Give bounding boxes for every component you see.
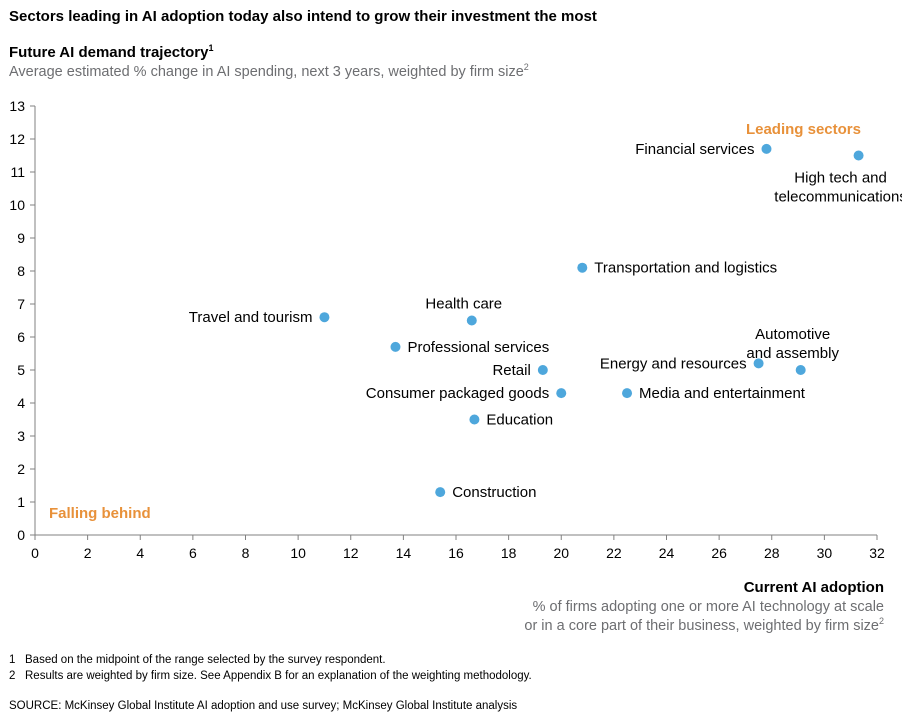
data-point: Travel and tourism [189, 309, 330, 326]
x-tick-label: 14 [396, 545, 412, 561]
y-tick-label: 9 [17, 230, 25, 246]
point-label: Professional services [407, 339, 549, 356]
x-subtitle-line-2: or in a core part of their business, wei… [524, 616, 884, 634]
x-subtitle-footnote-ref: 2 [878, 616, 884, 627]
point-marker [795, 365, 806, 375]
point-label: Financial services [635, 141, 754, 158]
headline: Sectors leading in AI adoption today als… [9, 8, 597, 25]
y-tick-label: 13 [9, 98, 25, 114]
y-title-footnote-ref: 1 [208, 43, 214, 53]
point-label: Energy and resources [600, 355, 747, 372]
x-tick-label: 20 [553, 545, 569, 561]
point-label: telecommunications [774, 189, 902, 206]
x-tick-label: 28 [764, 545, 780, 561]
point-label: Health care [425, 296, 502, 313]
data-point: Energy and resources [600, 355, 764, 372]
data-point: Automotive and assembly [746, 326, 839, 375]
point-marker [435, 487, 446, 498]
point-label: Consumer packaged goods [366, 385, 549, 402]
y-tick-label: 8 [17, 263, 25, 279]
point-marker [853, 150, 864, 161]
x-tick-label: 10 [290, 545, 306, 561]
x-tick-label: 4 [136, 545, 144, 561]
x-tick-label: 18 [501, 545, 517, 561]
footnote-2: 2 Results are weighted by firm size. See … [9, 670, 532, 682]
data-point: Consumer packaged goods [366, 385, 567, 402]
data-point: Financial services [635, 141, 772, 158]
point-label: Education [486, 412, 553, 429]
data-point: Construction [435, 484, 536, 501]
footnotes: 1 Based on the midpoint of the range sele… [9, 652, 532, 684]
x-tick-label: 24 [659, 545, 675, 561]
x-tick-label: 6 [189, 545, 197, 561]
point-marker [469, 414, 480, 425]
y-tick-label: 0 [17, 527, 25, 543]
y-tick-label: 12 [9, 131, 25, 147]
x-tick-label: 22 [606, 545, 622, 561]
point-marker [556, 388, 567, 399]
point-marker [577, 262, 588, 273]
y-subtitle-footnote-ref: 2 [523, 62, 529, 73]
quadrant-annotation: Falling behind [49, 505, 151, 522]
y-tick-label: 10 [9, 197, 25, 213]
footnote-1: 1 Based on the midpoint of the range sele… [9, 654, 386, 666]
x-tick-label: 30 [817, 545, 833, 561]
x-tick-label: 8 [242, 545, 250, 561]
point-label: and assembly [746, 345, 839, 362]
point-marker [466, 315, 477, 326]
x-tick-label: 0 [31, 545, 39, 561]
point-marker [761, 143, 772, 154]
quadrant-annotations: Leading sectors Falling behind [49, 121, 861, 522]
point-marker [753, 358, 764, 369]
axes [30, 105, 878, 540]
point-marker [622, 388, 633, 399]
y-tick-label: 1 [17, 494, 25, 510]
point-label: Travel and tourism [189, 309, 313, 326]
point-label: Retail [492, 362, 530, 379]
data-point: Retail [492, 362, 548, 379]
x-tick-label: 2 [84, 545, 92, 561]
point-marker [319, 312, 330, 323]
x-axis-subtitle: % of firms adopting one or more AI techn… [524, 598, 884, 636]
x-tick-label: 32 [869, 545, 885, 561]
point-label: Media and entertainment [639, 385, 806, 402]
x-subtitle-line-1: % of firms adopting one or more AI techn… [532, 599, 884, 615]
data-point: Media and entertainment [622, 385, 806, 402]
x-tick-label: 16 [448, 545, 464, 561]
quadrant-annotation: Leading sectors [746, 121, 861, 138]
y-tick-label: 4 [17, 395, 25, 411]
y-tick-label: 3 [17, 428, 25, 444]
y-tick-label: 2 [17, 461, 25, 477]
point-label: High tech and [794, 170, 887, 187]
data-point: Professional services [390, 339, 549, 356]
x-axis-title: Current AI adoption [743, 579, 884, 596]
data-point: Education [469, 412, 553, 429]
point-marker [390, 341, 401, 352]
source-note: SOURCE: McKinsey Global Institute AI ado… [9, 700, 518, 712]
data-point: Transportation and logistics [577, 260, 777, 277]
y-tick-label: 6 [17, 329, 25, 345]
y-axis-subtitle: Average estimated % change in AI spendin… [9, 62, 529, 80]
x-tick-label: 12 [343, 545, 359, 561]
y-tick-label: 7 [17, 296, 25, 312]
point-label: Automotive [755, 326, 830, 343]
y-tick-label: 5 [17, 362, 25, 378]
x-tick-label: 26 [711, 545, 727, 561]
y-axis-title: Future AI demand trajectory1 [9, 43, 214, 62]
data-points: Financial services High tech and telecommu… [189, 141, 902, 501]
point-label: Transportation and logistics [594, 260, 777, 277]
point-label: Construction [452, 484, 536, 501]
point-marker [537, 365, 548, 375]
data-point: High tech and telecommunications [774, 150, 902, 206]
data-point: Health care [425, 296, 502, 326]
y-tick-label: 11 [10, 164, 25, 180]
